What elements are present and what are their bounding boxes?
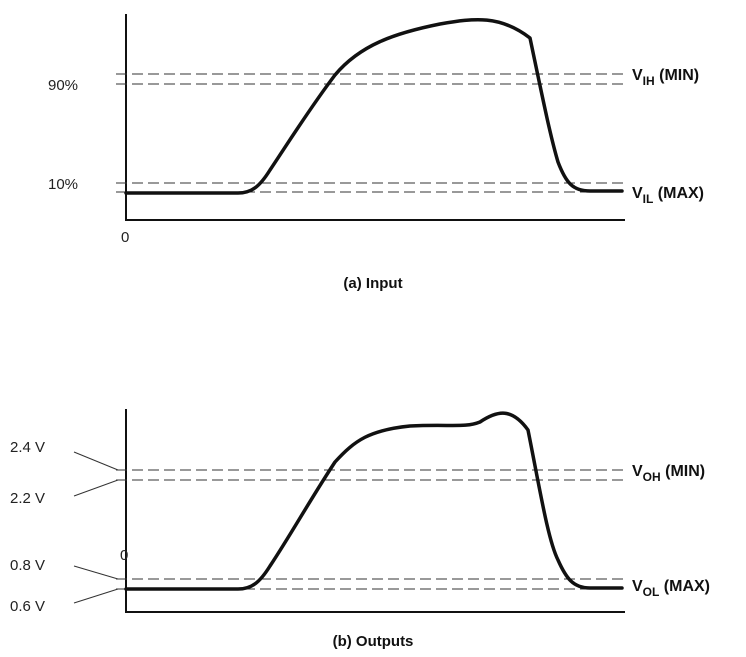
input-label-10pct: 10% (48, 176, 78, 193)
input-origin-label: 0 (121, 229, 129, 246)
output-panel: 2.4 V 2.2 V 0.8 V 0.6 V 0 VOH (MIN) VOL … (10, 409, 710, 650)
input-vih-label: VIH (MIN) (632, 67, 699, 88)
output-leader-0-8 (74, 566, 118, 579)
output-waveform (126, 413, 622, 589)
output-label-2-4v: 2.4 V (10, 439, 45, 456)
output-label-2-2v: 2.2 V (10, 490, 45, 507)
input-vil-label: VIL (MAX) (632, 185, 704, 206)
input-panel: 90% 10% 0 VIH (MIN) VIL (MAX) (a) Input (48, 14, 704, 292)
output-leader-0-6 (74, 589, 118, 603)
output-leader-2-4 (74, 452, 118, 470)
output-caption: (b) Outputs (333, 633, 414, 650)
output-label-0-8v: 0.8 V (10, 557, 45, 574)
output-vol-label: VOL (MAX) (632, 578, 710, 599)
input-waveform (126, 20, 622, 193)
output-label-0-6v: 0.6 V (10, 598, 45, 615)
output-origin-label: 0 (120, 547, 128, 564)
input-caption: (a) Input (343, 275, 402, 292)
output-leader-2-2 (74, 480, 118, 496)
output-axes (126, 409, 625, 612)
input-label-90pct: 90% (48, 77, 78, 94)
output-voh-label: VOH (MIN) (632, 463, 705, 484)
